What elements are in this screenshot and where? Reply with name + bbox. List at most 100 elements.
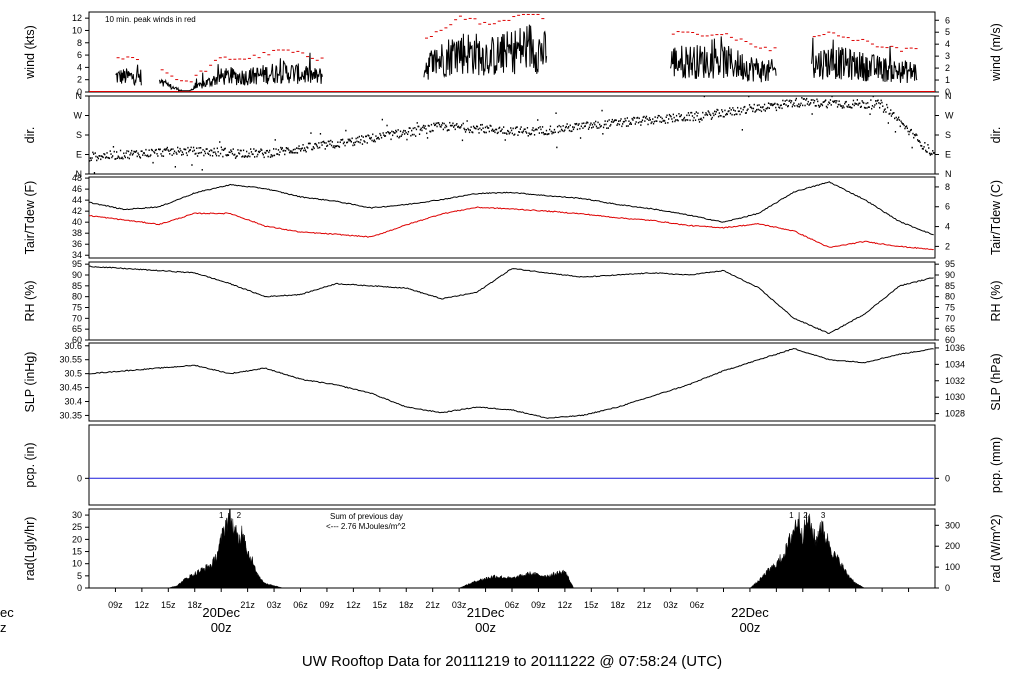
direction-point: [834, 100, 836, 102]
x-tick-label: 21z: [637, 600, 652, 610]
direction-point: [460, 126, 462, 128]
direction-point: [491, 129, 493, 132]
direction-point: [904, 127, 906, 130]
direction-point: [929, 154, 931, 156]
y-tick-label: 75: [72, 303, 82, 313]
direction-point: [847, 106, 849, 108]
y-axis-label: RH (%): [23, 281, 37, 322]
direction-point: [913, 136, 915, 139]
direction-point: [556, 125, 559, 128]
direction-point: [347, 138, 349, 141]
direction-point: [736, 113, 738, 116]
direction-point: [173, 150, 176, 153]
direction-point: [725, 114, 727, 116]
direction-point: [761, 106, 763, 109]
direction-point: [903, 124, 905, 127]
direction-point: [469, 129, 471, 131]
direction-point: [622, 123, 624, 125]
direction-point: [652, 122, 655, 125]
direction-point: [135, 150, 138, 152]
direction-point: [319, 146, 321, 149]
direction-point: [181, 151, 184, 153]
direction-point: [479, 127, 481, 130]
direction-point: [131, 149, 133, 152]
direction-point: [913, 134, 916, 136]
direction-point: [931, 153, 933, 156]
direction-point: [158, 148, 160, 150]
direction-point: [702, 116, 705, 119]
y-tick-label-right: 70: [945, 313, 955, 323]
direction-point: [708, 111, 710, 114]
direction-point: [675, 114, 678, 117]
direction-point: [651, 121, 653, 123]
slp-series-0: [89, 347, 934, 419]
direction-point: [792, 104, 794, 106]
direction-point: [492, 130, 494, 132]
direction-point: [158, 148, 161, 151]
direction-point: [756, 108, 758, 111]
direction-point: [509, 131, 511, 134]
direction-point: [655, 120, 657, 122]
direction-point: [223, 149, 225, 151]
direction-point: [162, 155, 165, 157]
direction-point: [772, 104, 774, 106]
direction-point: [659, 120, 661, 123]
direction-point: [476, 125, 479, 128]
direction-point: [297, 147, 299, 150]
direction-point: [704, 114, 706, 116]
direction-point: [556, 146, 558, 149]
direction-point: [468, 129, 470, 131]
direction-point: [401, 133, 403, 136]
direction-point: [620, 118, 622, 120]
direction-point: [472, 125, 475, 128]
direction-point: [146, 155, 148, 157]
direction-point: [691, 111, 693, 114]
direction-point: [128, 157, 130, 160]
direction-point: [867, 106, 870, 108]
y-tick-label-right: 1030: [945, 392, 965, 402]
direction-point: [923, 146, 925, 148]
direction-point: [162, 150, 164, 153]
direction-point: [878, 102, 880, 104]
direction-point: [376, 137, 378, 140]
direction-point: [346, 141, 348, 144]
direction-point: [141, 150, 143, 152]
direction-point: [174, 166, 176, 168]
peak-label: 1: [219, 511, 224, 520]
direction-point: [361, 135, 363, 137]
direction-point: [751, 107, 753, 110]
direction-point: [695, 111, 697, 113]
direction-point: [652, 118, 654, 120]
direction-point: [670, 115, 672, 118]
direction-point: [247, 155, 249, 157]
direction-point: [640, 124, 642, 126]
y-tick-label-right: 100: [945, 562, 960, 572]
direction-point: [701, 119, 703, 121]
direction-point: [296, 152, 299, 154]
direction-point: [185, 148, 187, 151]
direction-point: [811, 113, 813, 115]
direction-point: [656, 116, 659, 119]
y-tick-label: 46: [72, 184, 82, 194]
panel-pcp: 0 0 pcp. (in) pcp. (mm): [23, 424, 1003, 506]
x-tick-label: 18z: [610, 600, 625, 610]
direction-point: [265, 150, 268, 152]
direction-point: [303, 149, 305, 152]
direction-point: [93, 172, 96, 174]
direction-point: [752, 110, 754, 113]
direction-point: [879, 102, 881, 105]
direction-point: [389, 132, 391, 134]
direction-point: [660, 116, 662, 118]
direction-point: [330, 144, 333, 147]
direction-points: [89, 96, 935, 174]
direction-point: [934, 155, 935, 157]
direction-point: [260, 148, 262, 150]
direction-point: [166, 146, 168, 149]
direction-point: [321, 144, 323, 146]
direction-point: [532, 127, 534, 129]
direction-point: [925, 150, 927, 153]
x-tick-label: 09z: [531, 600, 546, 610]
direction-point: [778, 106, 780, 109]
direction-point: [917, 140, 920, 142]
